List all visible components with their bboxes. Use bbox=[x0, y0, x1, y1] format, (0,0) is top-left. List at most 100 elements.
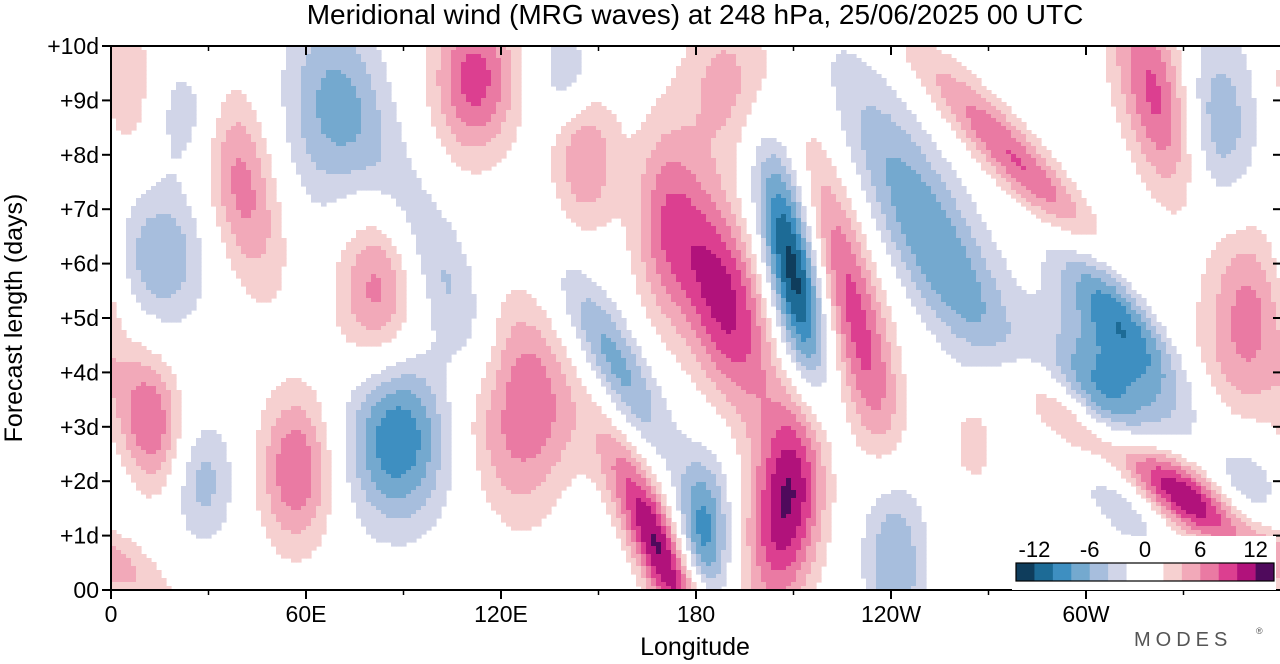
heatmap-cell bbox=[1151, 166, 1157, 171]
heatmap-cell bbox=[691, 94, 697, 99]
heatmap-cell bbox=[301, 150, 307, 155]
heatmap-cell bbox=[496, 70, 502, 75]
heatmap-cell bbox=[336, 74, 342, 79]
heatmap-cell bbox=[701, 190, 707, 195]
heatmap-cell bbox=[296, 170, 302, 175]
heatmap-cell bbox=[726, 162, 732, 167]
heatmap-cell bbox=[836, 178, 842, 183]
heatmap-cell bbox=[866, 66, 872, 71]
heatmap-cell bbox=[1156, 114, 1162, 119]
heatmap-cell bbox=[436, 130, 442, 135]
heatmap-cell bbox=[996, 178, 1002, 183]
heatmap-cell bbox=[736, 134, 742, 139]
heatmap-cell bbox=[236, 166, 242, 171]
heatmap-cell bbox=[731, 86, 737, 91]
heatmap-cell bbox=[681, 130, 687, 135]
heatmap-cell bbox=[576, 134, 582, 139]
heatmap-cell bbox=[496, 146, 502, 151]
heatmap-cell bbox=[356, 122, 362, 127]
heatmap-cell bbox=[621, 166, 627, 171]
heatmap-cell bbox=[1231, 110, 1237, 115]
heatmap-cell bbox=[661, 170, 667, 175]
heatmap-cell bbox=[1156, 94, 1162, 99]
heatmap-cell bbox=[931, 86, 937, 91]
heatmap-cell bbox=[1171, 182, 1177, 187]
heatmap-cell bbox=[626, 170, 632, 175]
heatmap-cell bbox=[391, 130, 397, 135]
heatmap-cell bbox=[331, 130, 337, 135]
heatmap-cell bbox=[566, 138, 572, 143]
heatmap-cell bbox=[661, 182, 667, 187]
heatmap-cell bbox=[1036, 158, 1042, 163]
heatmap-cell bbox=[841, 90, 847, 95]
heatmap-cell bbox=[851, 158, 857, 163]
heatmap-cell bbox=[586, 154, 592, 159]
heatmap-cell bbox=[461, 114, 467, 119]
heatmap-cell bbox=[481, 98, 487, 103]
heatmap-cell bbox=[676, 162, 682, 167]
heatmap-cell bbox=[946, 162, 952, 167]
heatmap-cell bbox=[241, 94, 247, 99]
heatmap-cell bbox=[576, 130, 582, 135]
heatmap-cell bbox=[976, 130, 982, 135]
heatmap-cell bbox=[301, 166, 307, 171]
heatmap-cell bbox=[846, 94, 852, 99]
heatmap-cell bbox=[346, 102, 352, 107]
heatmap-cell bbox=[611, 170, 617, 175]
heatmap-cell bbox=[1106, 50, 1112, 55]
heatmap-cell bbox=[911, 114, 917, 119]
heatmap-cell bbox=[821, 158, 827, 163]
heatmap-cell bbox=[396, 150, 402, 155]
heatmap-cell bbox=[326, 58, 332, 63]
heatmap-cell bbox=[376, 178, 382, 183]
heatmap-cell bbox=[476, 146, 482, 151]
heatmap-cell bbox=[636, 194, 642, 199]
heatmap-cell bbox=[1141, 66, 1147, 71]
heatmap-cell bbox=[656, 106, 662, 111]
heatmap-cell bbox=[506, 102, 512, 107]
heatmap-cell bbox=[366, 138, 372, 143]
heatmap-cell bbox=[116, 66, 122, 71]
heatmap-cell bbox=[866, 78, 872, 83]
heatmap-cell bbox=[1071, 190, 1077, 195]
heatmap-cell bbox=[226, 118, 232, 123]
heatmap-cell bbox=[181, 142, 187, 147]
heatmap-cell bbox=[916, 186, 922, 191]
heatmap-cell bbox=[346, 86, 352, 91]
heatmap-cell bbox=[446, 70, 452, 75]
heatmap-cell bbox=[1001, 178, 1007, 183]
heatmap-cell bbox=[1146, 162, 1152, 167]
heatmap-cell bbox=[1176, 154, 1182, 159]
heatmap-cell bbox=[256, 178, 262, 183]
heatmap-cell bbox=[1151, 86, 1157, 91]
heatmap-cell bbox=[756, 158, 762, 163]
heatmap-cell bbox=[661, 130, 667, 135]
heatmap-cell bbox=[981, 162, 987, 167]
heatmap-cell bbox=[501, 50, 507, 55]
heatmap-cell bbox=[1171, 54, 1177, 59]
heatmap-cell bbox=[221, 102, 227, 107]
heatmap-cell bbox=[306, 186, 312, 191]
heatmap-cell bbox=[306, 86, 312, 91]
heatmap-cell bbox=[556, 182, 562, 187]
heatmap-cell bbox=[891, 162, 897, 167]
heatmap-cell bbox=[486, 54, 492, 59]
heatmap-cell bbox=[1196, 78, 1202, 83]
heatmap-cell bbox=[816, 174, 822, 179]
heatmap-cell bbox=[261, 146, 267, 151]
heatmap-cell bbox=[726, 62, 732, 67]
heatmap-cell bbox=[376, 82, 382, 87]
heatmap-cell bbox=[1211, 146, 1217, 151]
heatmap-cell bbox=[216, 118, 222, 123]
heatmap-cell bbox=[1201, 78, 1207, 83]
heatmap-cell bbox=[1216, 54, 1222, 59]
heatmap-cell bbox=[881, 142, 887, 147]
heatmap-cell bbox=[471, 46, 477, 51]
heatmap-cell bbox=[231, 138, 237, 143]
heatmap-cell bbox=[701, 50, 707, 55]
heatmap-cell bbox=[1201, 86, 1207, 91]
heatmap-cell bbox=[876, 82, 882, 87]
heatmap-cell bbox=[451, 102, 457, 107]
heatmap-cell bbox=[846, 106, 852, 111]
heatmap-cell bbox=[296, 146, 302, 151]
